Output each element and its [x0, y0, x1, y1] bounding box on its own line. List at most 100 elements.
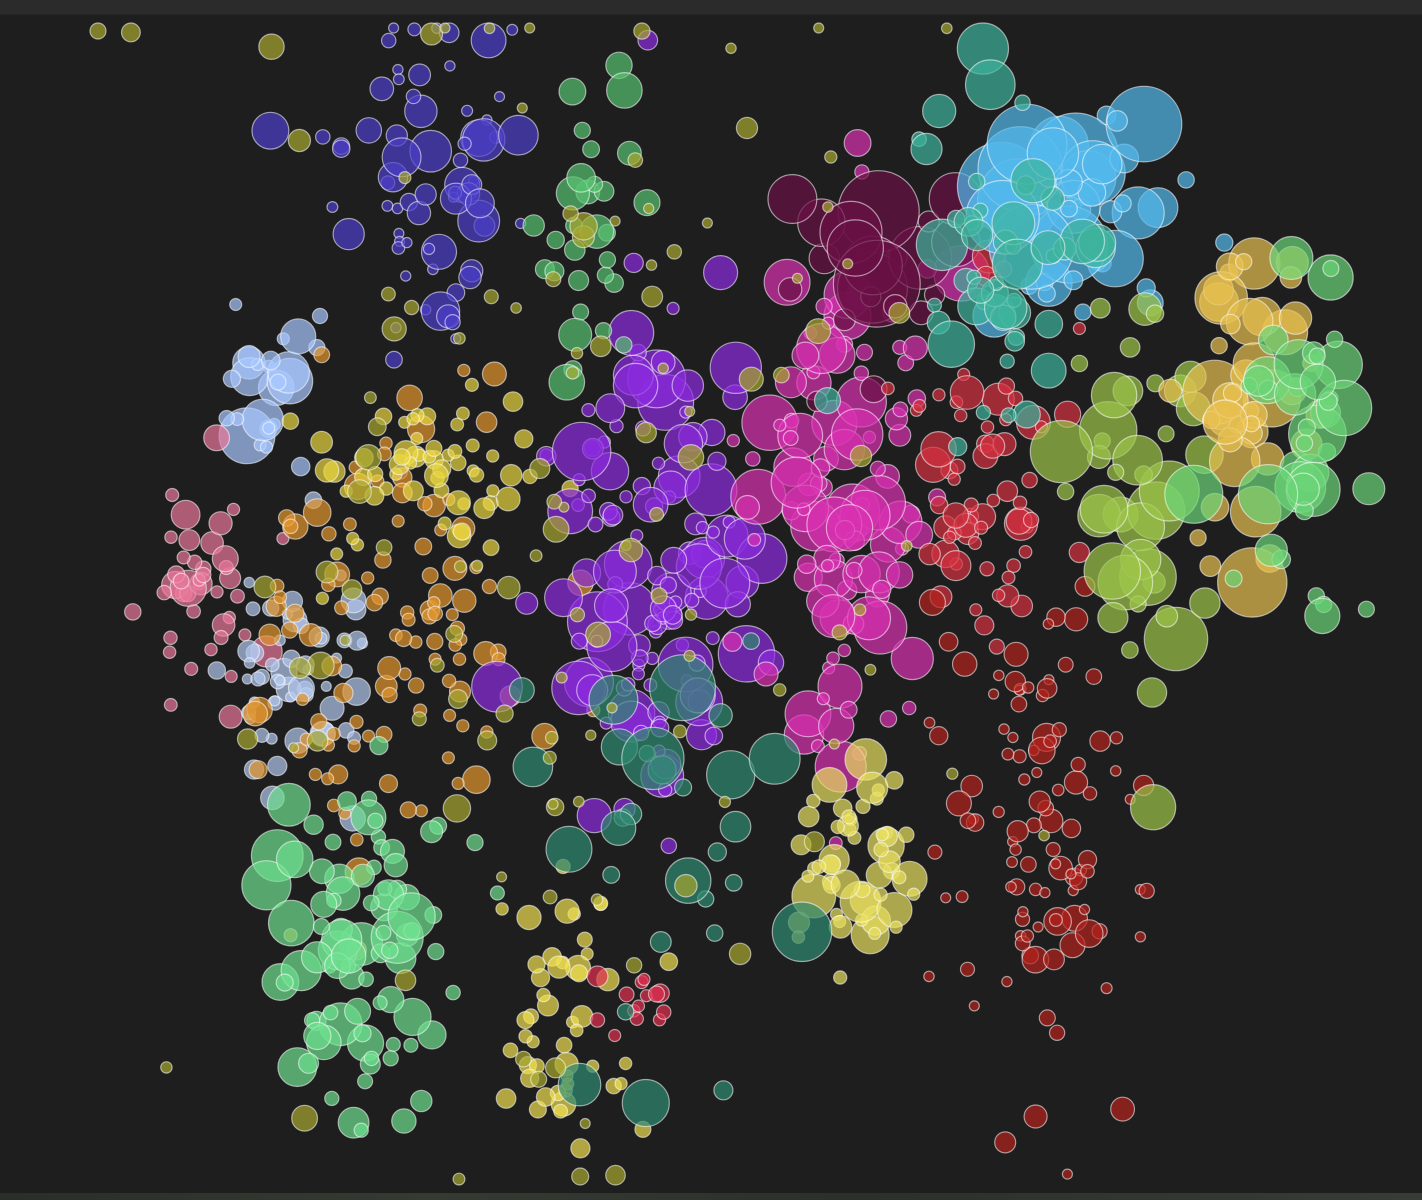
data-point[interactable]: [666, 301, 680, 315]
data-point[interactable]: [160, 1061, 173, 1074]
data-point[interactable]: [618, 1056, 633, 1071]
data-point[interactable]: [242, 700, 269, 727]
data-point[interactable]: [1004, 330, 1026, 352]
data-point[interactable]: [332, 217, 365, 251]
data-point[interactable]: [555, 1036, 573, 1054]
data-point[interactable]: [1030, 352, 1067, 389]
data-point[interactable]: [623, 252, 644, 274]
data-point[interactable]: [562, 205, 579, 222]
data-point[interactable]: [1070, 756, 1086, 773]
data-point[interactable]: [195, 566, 212, 584]
data-point[interactable]: [813, 22, 825, 34]
data-point[interactable]: [621, 726, 685, 791]
data-point[interactable]: [1068, 541, 1091, 564]
data-point[interactable]: [742, 632, 760, 650]
data-point[interactable]: [735, 116, 759, 140]
data-point[interactable]: [585, 729, 597, 741]
data-point[interactable]: [545, 271, 562, 288]
data-point[interactable]: [609, 215, 621, 227]
data-point[interactable]: [828, 914, 853, 939]
data-point[interactable]: [1134, 931, 1147, 943]
data-point[interactable]: [486, 484, 500, 498]
data-point[interactable]: [1219, 313, 1241, 335]
data-point[interactable]: [927, 844, 943, 860]
data-point[interactable]: [473, 497, 496, 520]
data-point[interactable]: [394, 629, 413, 648]
data-point[interactable]: [1325, 330, 1344, 349]
data-point[interactable]: [506, 23, 519, 36]
data-point[interactable]: [621, 1078, 670, 1128]
data-point[interactable]: [89, 22, 107, 40]
data-point[interactable]: [170, 499, 201, 530]
data-point[interactable]: [441, 751, 455, 765]
data-point[interactable]: [773, 418, 787, 432]
data-point[interactable]: [901, 700, 917, 716]
data-point[interactable]: [457, 363, 471, 378]
data-point[interactable]: [726, 433, 741, 448]
data-point[interactable]: [172, 572, 190, 590]
data-point[interactable]: [770, 456, 823, 509]
data-point[interactable]: [1089, 297, 1111, 319]
data-point[interactable]: [600, 810, 637, 846]
data-point[interactable]: [407, 22, 422, 37]
data-point[interactable]: [892, 870, 907, 885]
data-point[interactable]: [771, 901, 833, 963]
data-point[interactable]: [648, 654, 716, 722]
data-point[interactable]: [1014, 94, 1031, 111]
data-point[interactable]: [1006, 820, 1029, 843]
data-point[interactable]: [828, 738, 840, 750]
data-point[interactable]: [864, 663, 877, 676]
data-point[interactable]: [391, 1108, 417, 1134]
data-point[interactable]: [947, 472, 961, 486]
data-point[interactable]: [281, 412, 300, 430]
data-point[interactable]: [1005, 881, 1017, 893]
data-point[interactable]: [442, 794, 472, 823]
data-point[interactable]: [1222, 383, 1243, 403]
data-point[interactable]: [1017, 906, 1029, 918]
data-point[interactable]: [282, 518, 299, 535]
data-point[interactable]: [612, 362, 659, 409]
data-point[interactable]: [495, 486, 521, 512]
data-point[interactable]: [392, 63, 404, 76]
data-point[interactable]: [953, 408, 968, 423]
data-point[interactable]: [407, 677, 425, 694]
data-point[interactable]: [466, 833, 484, 852]
data-point[interactable]: [387, 892, 436, 941]
data-point[interactable]: [960, 774, 984, 798]
data-point[interactable]: [1022, 511, 1040, 529]
data-point[interactable]: [1021, 471, 1038, 489]
data-point[interactable]: [1059, 218, 1106, 265]
data-point[interactable]: [1074, 303, 1092, 321]
data-point[interactable]: [707, 451, 727, 471]
data-point[interactable]: [593, 588, 629, 624]
data-point[interactable]: [1304, 597, 1341, 635]
data-point[interactable]: [267, 899, 315, 947]
data-point[interactable]: [303, 814, 324, 835]
data-point[interactable]: [1085, 668, 1103, 685]
data-point[interactable]: [425, 439, 443, 457]
data-point[interactable]: [1031, 766, 1043, 779]
data-point[interactable]: [1129, 784, 1177, 831]
data-point[interactable]: [602, 504, 624, 526]
data-point[interactable]: [1307, 254, 1354, 301]
data-point[interactable]: [585, 621, 612, 648]
data-point[interactable]: [342, 517, 357, 532]
data-point[interactable]: [923, 970, 935, 983]
data-point[interactable]: [855, 343, 874, 361]
data-point[interactable]: [927, 320, 976, 369]
data-point[interactable]: [362, 894, 380, 912]
data-point[interactable]: [349, 714, 364, 730]
data-point[interactable]: [203, 424, 231, 452]
data-point[interactable]: [948, 437, 968, 457]
data-point[interactable]: [558, 77, 587, 106]
data-point[interactable]: [391, 241, 406, 255]
data-point[interactable]: [986, 493, 1001, 508]
data-point[interactable]: [943, 530, 957, 544]
data-point[interactable]: [426, 632, 444, 651]
data-point[interactable]: [1020, 856, 1037, 873]
data-point[interactable]: [414, 537, 433, 556]
data-point[interactable]: [1074, 919, 1104, 948]
data-point[interactable]: [445, 984, 461, 1001]
data-point[interactable]: [267, 755, 288, 777]
data-point[interactable]: [969, 603, 983, 617]
